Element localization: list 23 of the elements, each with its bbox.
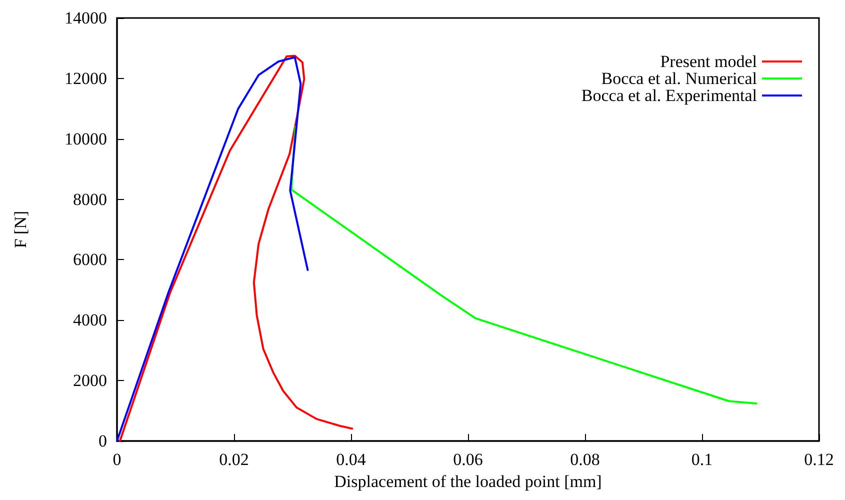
- y-axis-title: F [N]: [11, 210, 30, 248]
- legend-label: Bocca et al. Experimental: [581, 86, 758, 105]
- x-tick-label: 0.06: [453, 450, 483, 469]
- y-tick-label: 4000: [73, 310, 107, 330]
- x-tick-label: 0.1: [691, 450, 713, 469]
- legend-label: Bocca et al. Numerical: [601, 69, 758, 88]
- x-tick-label: 0.12: [804, 450, 834, 469]
- x-tick-label: 0.04: [336, 450, 366, 469]
- x-tick-label: 0.08: [570, 450, 600, 469]
- y-tick-label: 10000: [64, 129, 107, 148]
- y-tick-label: 14000: [64, 8, 107, 28]
- x-tick-label: 0.02: [219, 450, 249, 469]
- y-tick-label: 0: [98, 432, 107, 450]
- line-series: [290, 126, 758, 405]
- x-tick-label: 0: [112, 450, 122, 469]
- y-tick-label: 12000: [64, 68, 107, 88]
- y-tick-label: 6000: [73, 250, 107, 270]
- x-axis-title: Displacement of the loaded point [mm]: [334, 472, 602, 491]
- y-tick-label: 2000: [73, 371, 107, 390]
- y-tick-label: 8000: [73, 190, 107, 209]
- legend-label: Present model: [660, 52, 758, 71]
- line-series: [116, 56, 309, 442]
- line-series: [118, 54, 354, 442]
